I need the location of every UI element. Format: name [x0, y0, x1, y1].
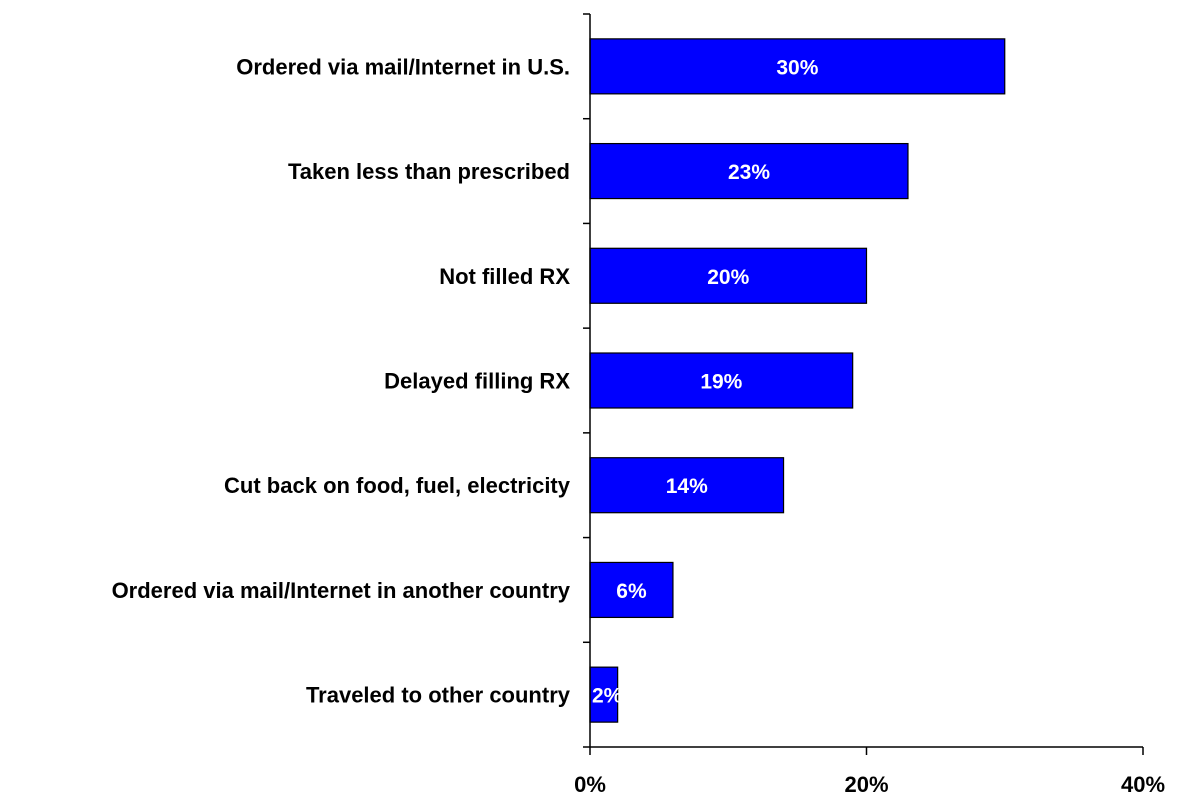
category-label: Ordered via mail/Internet in another cou… — [112, 578, 571, 603]
bars-layer — [589, 38, 1006, 723]
bar — [589, 352, 854, 409]
bar — [589, 38, 1006, 95]
data-label: 6% — [616, 580, 647, 603]
x-tick-label: 0% — [574, 772, 606, 797]
x-tick-label: 20% — [844, 772, 888, 797]
category-label: Not filled RX — [439, 264, 570, 289]
data-label: 20% — [707, 266, 749, 289]
category-label: Traveled to other country — [306, 683, 571, 708]
labels-layer: Ordered via mail/Internet in U.S. 30% Take… — [112, 54, 1165, 797]
data-label: 14% — [666, 475, 708, 498]
data-label: 30% — [776, 56, 818, 79]
bar — [589, 142, 909, 200]
bar — [589, 666, 619, 723]
bar — [589, 247, 868, 304]
data-label: 2% — [592, 685, 623, 708]
bar — [589, 457, 785, 514]
axes-layer — [583, 13, 1144, 755]
data-label: 23% — [728, 161, 770, 184]
category-label: Ordered via mail/Internet in U.S. — [236, 54, 570, 79]
category-label: Delayed filling RX — [384, 369, 570, 394]
x-tick-label: 40% — [1121, 772, 1165, 797]
category-label: Cut back on food, fuel, electricity — [224, 473, 571, 498]
data-label: 19% — [700, 371, 742, 394]
category-label: Taken less than prescribed — [288, 159, 570, 184]
